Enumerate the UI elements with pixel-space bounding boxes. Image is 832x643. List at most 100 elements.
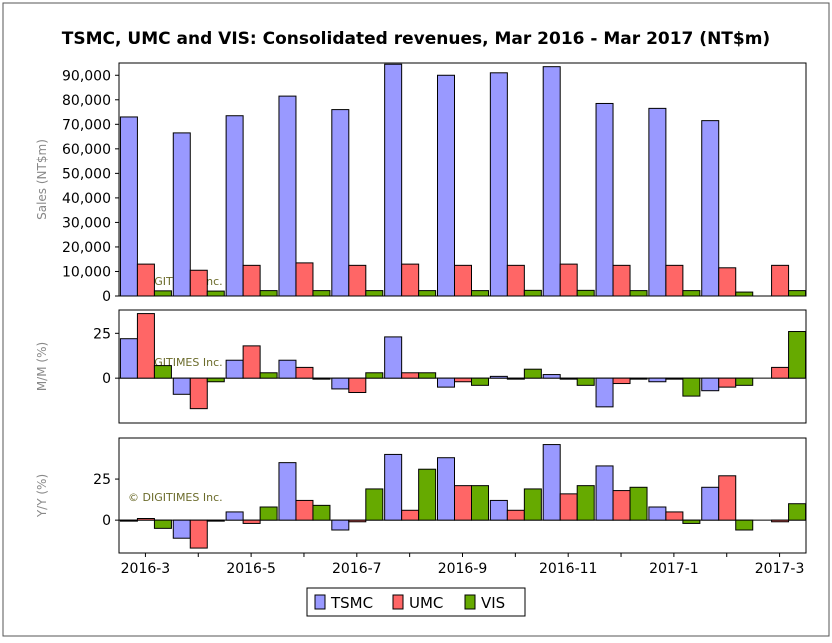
bar-sales-umc-2016-6	[295, 262, 314, 297]
bar-mm-tsmc-2016-5	[225, 359, 244, 379]
bar-mm-umc-2016-7	[348, 377, 367, 394]
x-tick-label-2016-11: 2016-11	[539, 561, 598, 577]
panel-sales: © DIGITIMES Inc.010,00020,00030,00040,00…	[35, 62, 807, 305]
legend-swatch-tsmc	[314, 594, 326, 610]
bar-mm-vis-2017-2	[735, 377, 754, 386]
y-axis-title-sales: Sales (NT$m)	[35, 139, 49, 220]
bar-yy-vis-2017-2	[735, 519, 754, 531]
bar-yy-tsmc-2017-1	[648, 506, 667, 521]
bar-mm-tsmc-2016-3	[119, 338, 138, 379]
bar-yy-tsmc-2016-12	[595, 465, 614, 521]
y-axis-title-yy: Y/Y (%)	[35, 474, 49, 518]
bar-yy-vis-2016-6	[312, 504, 331, 521]
bar-mm-tsmc-2016-8	[384, 336, 403, 379]
bar-mm-tsmc-2016-9	[437, 377, 455, 388]
y-axis-title-mm: M/M (%)	[35, 342, 49, 391]
bar-mm-tsmc-2016-10	[489, 375, 508, 379]
bar-sales-vis-2016-12	[629, 290, 648, 297]
x-tick-label-2016-9: 2016-9	[438, 561, 488, 577]
bar-sales-tsmc-2016-4	[172, 132, 191, 297]
bar-yy-umc-2016-8	[401, 509, 420, 521]
bar-yy-umc-2017-3	[771, 519, 790, 523]
bar-sales-tsmc-2016-6	[278, 95, 297, 297]
bar-sales-tsmc-2016-7	[331, 109, 350, 297]
bar-yy-vis-2016-9	[471, 485, 489, 521]
x-tick-label-2017-3: 2017-3	[755, 561, 805, 577]
legend-label-vis: VIS	[481, 594, 505, 612]
bar-yy-tsmc-2016-5	[225, 511, 244, 521]
bar-yy-umc-2017-1	[665, 511, 684, 521]
bar-mm-umc-2017-1	[665, 377, 684, 380]
bar-sales-tsmc-2017-1	[648, 107, 667, 297]
bar-sales-umc-2016-5	[242, 264, 261, 297]
legend-label-tsmc: TSMC	[330, 594, 373, 612]
chart-title: TSMC, UMC and VIS: Consolidated revenues…	[62, 29, 770, 49]
bar-yy-vis-2016-12	[629, 486, 648, 521]
y-tick-label-sales-0: 0	[102, 289, 111, 305]
bar-yy-vis-2016-7	[365, 488, 384, 521]
bar-yy-vis-2016-11	[576, 485, 595, 521]
bar-sales-umc-2016-4	[189, 269, 208, 297]
legend-label-umc: UMC	[409, 594, 443, 612]
bar-yy-tsmc-2016-8	[384, 453, 403, 521]
bar-sales-umc-2016-10	[506, 264, 525, 297]
bar-yy-vis-2016-5	[259, 506, 278, 521]
bar-mm-umc-2016-10	[506, 377, 525, 380]
x-tick-label-2016-7: 2016-7	[332, 561, 382, 577]
bar-yy-tsmc-2016-10	[489, 499, 508, 521]
bar-yy-umc-2016-9	[454, 485, 472, 521]
bar-mm-vis-2017-3	[788, 331, 807, 379]
x-tick-label-2017-1: 2017-1	[649, 561, 699, 577]
bar-sales-tsmc-2016-12	[595, 102, 614, 297]
bar-mm-umc-2016-4	[189, 377, 208, 410]
bar-mm-vis-2016-6	[312, 377, 331, 380]
bar-sales-vis-2016-8	[418, 290, 437, 297]
bar-mm-umc-2016-8	[401, 372, 420, 379]
y-tick-label-sales-4: 40,000	[62, 191, 111, 207]
bar-sales-umc-2016-8	[401, 263, 420, 297]
x-tick-label-2016-5: 2016-5	[226, 561, 276, 577]
bar-mm-tsmc-2017-2	[701, 377, 720, 392]
bar-yy-tsmc-2016-11	[542, 444, 561, 521]
y-tick-label-sales-2: 20,000	[62, 240, 111, 256]
bar-yy-umc-2016-6	[295, 499, 314, 521]
y-tick-label-sales-6: 60,000	[62, 142, 111, 158]
bar-yy-umc-2016-11	[559, 493, 578, 521]
bar-yy-umc-2016-10	[506, 509, 525, 521]
y-tick-label-sales-7: 70,000	[62, 117, 111, 133]
bar-mm-vis-2016-3	[153, 365, 172, 379]
bar-mm-umc-2016-9	[454, 377, 472, 383]
bar-sales-vis-2016-11	[576, 289, 595, 297]
bar-mm-umc-2017-3	[771, 366, 790, 379]
bar-sales-tsmc-2016-8	[384, 63, 403, 297]
bar-mm-umc-2017-2	[718, 377, 737, 388]
bar-sales-umc-2016-3	[136, 263, 155, 297]
bar-yy-tsmc-2016-6	[278, 462, 297, 521]
bar-sales-vis-2016-6	[312, 290, 331, 297]
bar-mm-tsmc-2017-1	[648, 377, 667, 383]
x-tick-label-2016-3: 2016-3	[121, 561, 171, 577]
y-tick-label-yy-1: 25	[93, 472, 111, 488]
bar-sales-tsmc-2016-5	[225, 115, 244, 297]
bar-sales-umc-2016-12	[612, 264, 631, 297]
bar-sales-umc-2016-7	[348, 264, 367, 297]
panel-yy: © DIGITIMES Inc. 0 25 Y/Y (%)	[35, 437, 807, 554]
y-tick-label-sales-9: 90,000	[62, 68, 111, 84]
bar-mm-tsmc-2016-4	[172, 377, 191, 395]
bar-sales-umc-2017-1	[665, 264, 684, 297]
bar-yy-tsmc-2016-9	[437, 457, 455, 521]
legend: TSMC UMC VIS	[306, 587, 526, 617]
bar-yy-umc-2016-7	[348, 519, 367, 523]
bar-mm-vis-2016-7	[365, 372, 384, 379]
bar-mm-vis-2016-10	[523, 368, 542, 379]
bar-sales-vis-2017-2	[735, 291, 754, 297]
legend-swatch-umc	[392, 594, 404, 610]
bar-mm-tsmc-2016-12	[595, 377, 614, 408]
x-axis: 2016-3 2016-5 2016-7 2016-9 2016-11 2017-1 201…	[121, 553, 805, 577]
bar-sales-tsmc-2017-2	[701, 120, 720, 297]
bar-yy-tsmc-2016-3	[119, 519, 138, 522]
bar-mm-tsmc-2016-6	[278, 359, 297, 379]
